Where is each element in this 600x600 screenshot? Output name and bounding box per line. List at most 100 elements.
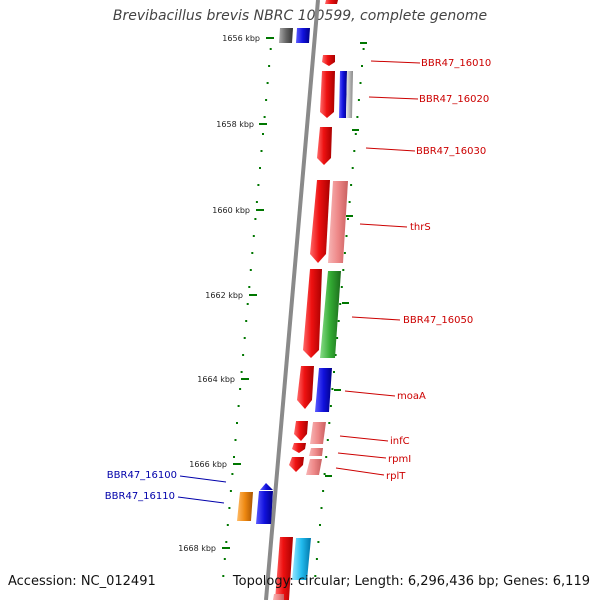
minor-tick-dot <box>317 541 320 543</box>
scale-tick-1656: 1656 kbp <box>222 34 274 43</box>
gene-label-rpmI[interactable]: rpmI <box>388 454 411 465</box>
scale-tick-1666: 1666 kbp <box>189 460 241 469</box>
minor-tick-dot <box>234 439 237 441</box>
gene-label-BBR47_16030[interactable]: BBR47_16030 <box>416 146 486 157</box>
accession-text: Accession: NC_012491 <box>8 574 156 589</box>
scale-tick-label: 1662 kbp <box>205 291 243 300</box>
minor-tick-dot <box>339 303 342 305</box>
minor-tick-dot <box>226 524 229 526</box>
minor-tick-dot <box>228 507 231 509</box>
scale-tick-1664: 1664 kbp <box>197 375 249 384</box>
minor-tick-dot <box>343 252 346 254</box>
gene-BBR47_16110[interactable] <box>237 492 253 521</box>
minor-tick-dot <box>259 167 261 169</box>
map-title: Brevibacillus brevis NBRC 100599, comple… <box>112 8 488 24</box>
label-leader-lines <box>177 60 421 504</box>
minor-tick-dot <box>354 133 357 135</box>
gene-feature-top-blue <box>296 28 310 43</box>
gene-label-moaA[interactable]: moaA <box>397 391 426 402</box>
minor-tick-dot <box>334 354 337 356</box>
minor-tick-dot <box>223 558 226 560</box>
minor-tick-dot <box>322 490 325 492</box>
minor-tick-dot <box>248 286 251 288</box>
minor-tick-dot <box>348 201 351 203</box>
minor-tick-track-right <box>314 48 365 577</box>
minor-tick-dot <box>266 82 269 84</box>
minor-tick-dot <box>243 337 246 339</box>
scale-tick-1668: 1668 kbp <box>178 544 230 553</box>
minor-tick-dot <box>350 184 353 186</box>
gene-rplT[interactable] <box>289 457 322 475</box>
minor-tick-dot <box>249 269 252 271</box>
gene-thrS[interactable] <box>310 180 348 263</box>
gene-BBR47_16050[interactable] <box>303 269 341 358</box>
minor-tick-dot <box>336 337 339 339</box>
minor-tick-dot <box>323 473 326 475</box>
minor-tick-dot <box>342 269 345 271</box>
minor-tick-dot <box>356 116 359 118</box>
gene-BBR47_16030[interactable] <box>317 127 332 165</box>
gene-label-BBR47_16050[interactable]: BBR47_16050 <box>403 315 473 326</box>
gene-label-BBR47_16020[interactable]: BBR47_16020 <box>419 94 489 105</box>
gene-feature-top-gray <box>279 28 293 43</box>
gene-feature-bottom-red <box>275 537 293 600</box>
minor-tick-dot <box>362 48 365 50</box>
minor-tick-dot <box>347 218 349 220</box>
gene-infC[interactable] <box>294 421 326 444</box>
minor-tick-dot <box>357 99 360 101</box>
gene-BBR47_16010[interactable] <box>322 55 335 66</box>
minor-tick-dot <box>260 150 263 152</box>
minor-tick-dot <box>252 235 255 237</box>
minor-tick-dot <box>333 371 335 373</box>
gene-feature-bottom-pink <box>273 594 284 600</box>
genome-backbone <box>264 0 320 600</box>
gene-label-BBR47_16010[interactable]: BBR47_16010 <box>421 58 491 69</box>
scale-tick-label: 1666 kbp <box>189 460 227 469</box>
minor-tick-dot <box>255 201 258 203</box>
minor-tick-dot <box>254 218 257 220</box>
minor-tick-dot <box>222 575 225 577</box>
topology-text: Topology: circular; Length: 6,296,436 bp… <box>232 574 590 589</box>
gene-label-rplT[interactable]: rplT <box>386 471 406 482</box>
minor-tick-dot <box>319 524 321 526</box>
minor-tick-dot <box>320 507 323 509</box>
minor-tick-dot <box>262 133 264 135</box>
gene-label-infC[interactable]: infC <box>390 436 410 447</box>
minor-tick-dot <box>328 422 331 424</box>
minor-tick-dot <box>325 456 328 458</box>
scale-tick-1660: 1660 kbp <box>212 206 264 215</box>
gene-rpmI[interactable] <box>292 443 323 456</box>
gene-BBR47_16100[interactable] <box>256 483 273 524</box>
minor-tick-dot <box>246 303 249 305</box>
minor-tick-dot <box>242 354 245 356</box>
gene-feature-bottom-cyan <box>292 538 311 580</box>
minor-tick-dot <box>225 541 228 543</box>
minor-tick-dot <box>231 473 234 475</box>
minor-tick-dot <box>263 116 266 118</box>
minor-tick-dot <box>268 65 271 67</box>
scale-tick-label: 1668 kbp <box>178 544 216 553</box>
gene-label-BBR47_16100[interactable]: BBR47_16100 <box>107 470 177 481</box>
scale-tick-label: 1664 kbp <box>197 375 235 384</box>
minor-tick-dot <box>326 439 329 441</box>
gene-label-thrS[interactable]: thrS <box>410 222 431 233</box>
minor-tick-dot <box>239 388 242 390</box>
scale-tick-label: 1660 kbp <box>212 206 250 215</box>
scale-tick-label: 1656 kbp <box>222 34 260 43</box>
minor-tick-dot <box>233 456 235 458</box>
minor-tick-dot <box>257 184 260 186</box>
gene-label-BBR47_16110[interactable]: BBR47_16110 <box>105 491 175 502</box>
minor-tick-dot <box>359 82 362 84</box>
minor-tick-dot <box>229 490 232 492</box>
minor-tick-dot <box>345 235 348 237</box>
minor-tick-dot <box>265 99 268 101</box>
scale-tick-1658: 1658 kbp <box>216 120 267 129</box>
minor-tick-dot <box>351 167 354 169</box>
minor-tick-dot <box>245 320 248 322</box>
minor-tick-dot <box>337 320 340 322</box>
gene-BBR47_16020[interactable] <box>320 71 353 118</box>
gene-feature-top-red <box>325 0 338 4</box>
gene-moaA[interactable] <box>297 366 332 412</box>
